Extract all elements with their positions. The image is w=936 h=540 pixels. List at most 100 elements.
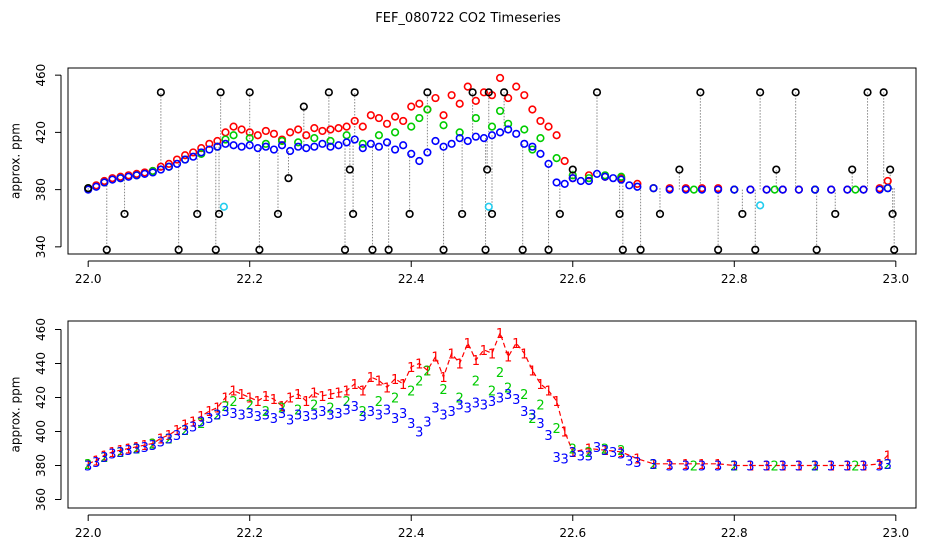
data-point-3: 3 [504, 388, 512, 403]
y-tick-label: 380 [34, 454, 48, 477]
data-point-1: 1 [730, 460, 738, 475]
data-point-1: 1 [254, 395, 262, 410]
data-point-red [512, 82, 521, 91]
data-point-2: 2 [246, 398, 254, 413]
data-point-blue [261, 142, 270, 151]
bottom-panel: 22.0 22.2 22.4 22.6 22.8 23.0 360 380 400 420 440 4… [9, 318, 917, 540]
data-point-blue [714, 185, 723, 194]
data-point-2: 2 [649, 458, 657, 473]
data-point-1: 1 [173, 424, 181, 439]
data-point-2: 2 [213, 409, 221, 424]
data-point-2: 2 [391, 392, 399, 407]
data-point-1: 1 [504, 351, 512, 366]
data-point-1: 1 [133, 441, 141, 456]
data-point-black [102, 245, 111, 254]
data-point-black [848, 165, 857, 174]
data-point-2: 2 [811, 460, 819, 475]
data-point-2: 2 [407, 385, 415, 400]
data-point-cyan [756, 201, 765, 210]
x-tick-label: 22.4 [398, 526, 425, 540]
data-point-3: 3 [625, 454, 633, 469]
data-point-black [483, 165, 492, 174]
data-point-1: 1 [649, 458, 657, 473]
y-tick-label: 440 [34, 352, 48, 375]
data-point-3: 3 [859, 460, 867, 475]
data-point-3: 3 [133, 443, 141, 458]
data-point-3: 3 [375, 409, 383, 424]
data-point-blue [463, 136, 472, 146]
data-point-black [120, 209, 129, 219]
data-point-3: 3 [876, 460, 884, 475]
data-point-2: 2 [149, 437, 157, 452]
data-point-blue [302, 144, 311, 153]
data-point-3: 3 [827, 460, 835, 475]
data-point-blue [164, 162, 174, 171]
data-point-red [164, 159, 174, 168]
data-point-1: 1 [569, 446, 577, 461]
data-point-red [197, 144, 206, 153]
data-point-blue [92, 182, 101, 191]
data-point-blue [576, 176, 585, 186]
data-point-blue [495, 128, 505, 137]
data-point-3: 3 [520, 405, 528, 420]
data-point-blue [172, 159, 182, 168]
data-point-2: 2 [439, 383, 447, 398]
data-point-green [221, 135, 230, 144]
data-point-blue [609, 174, 618, 183]
data-point-3: 3 [181, 424, 189, 439]
data-point-1: 1 [666, 458, 674, 473]
data-point-3: 3 [569, 446, 577, 461]
data-point-2: 2 [326, 402, 334, 417]
data-point-blue [285, 146, 295, 156]
data-point-3: 3 [221, 405, 229, 420]
data-point-red [253, 131, 262, 140]
data-point-green [495, 106, 505, 116]
data-point-3: 3 [318, 405, 326, 420]
data-point-green [439, 121, 448, 130]
data-point-green [689, 185, 699, 194]
data-point-1: 1 [302, 395, 310, 410]
data-point-1: 1 [213, 402, 221, 417]
x-tick-label: 22.0 [75, 526, 102, 540]
data-point-black [618, 245, 627, 254]
data-point-3: 3 [464, 402, 472, 417]
data-point-black [831, 209, 840, 219]
data-point-blue [197, 148, 206, 157]
data-point-1: 1 [108, 446, 116, 461]
data-point-3: 3 [359, 410, 367, 425]
data-point-3: 3 [367, 405, 375, 420]
data-point-3: 3 [342, 403, 350, 418]
data-point-3: 3 [149, 439, 157, 454]
data-point-red [326, 125, 335, 134]
data-point-red [536, 116, 545, 126]
data-point-3: 3 [294, 409, 302, 424]
data-point-3: 3 [157, 436, 165, 451]
x-tick-label: 22.0 [75, 272, 102, 286]
data-point-3: 3 [407, 417, 415, 432]
data-point-cyan [484, 202, 493, 211]
data-point-red [189, 148, 198, 157]
data-point-1: 1 [762, 460, 770, 475]
data-point-blue [528, 142, 537, 151]
data-point-black [568, 165, 577, 174]
data-point-3: 3 [286, 414, 294, 429]
data-point-3: 3 [205, 412, 213, 427]
data-point-blue [617, 175, 626, 184]
data-point-green [407, 122, 416, 131]
data-point-3: 3 [528, 409, 536, 424]
data-point-green [568, 171, 577, 180]
data-point-black [216, 88, 225, 97]
data-point-red [390, 112, 400, 121]
data-point-green [504, 119, 513, 128]
data-point-black [350, 88, 359, 97]
data-point-green [584, 174, 594, 183]
data-point-3: 3 [762, 460, 770, 475]
data-point-green [261, 139, 270, 148]
data-point-blue [544, 159, 553, 168]
data-point-red [334, 123, 343, 133]
data-point-3: 3 [84, 460, 92, 475]
data-point-black [675, 165, 684, 174]
data-point-1: 1 [682, 458, 690, 473]
data-point-3: 3 [197, 415, 205, 430]
data-point-3: 3 [447, 405, 455, 420]
